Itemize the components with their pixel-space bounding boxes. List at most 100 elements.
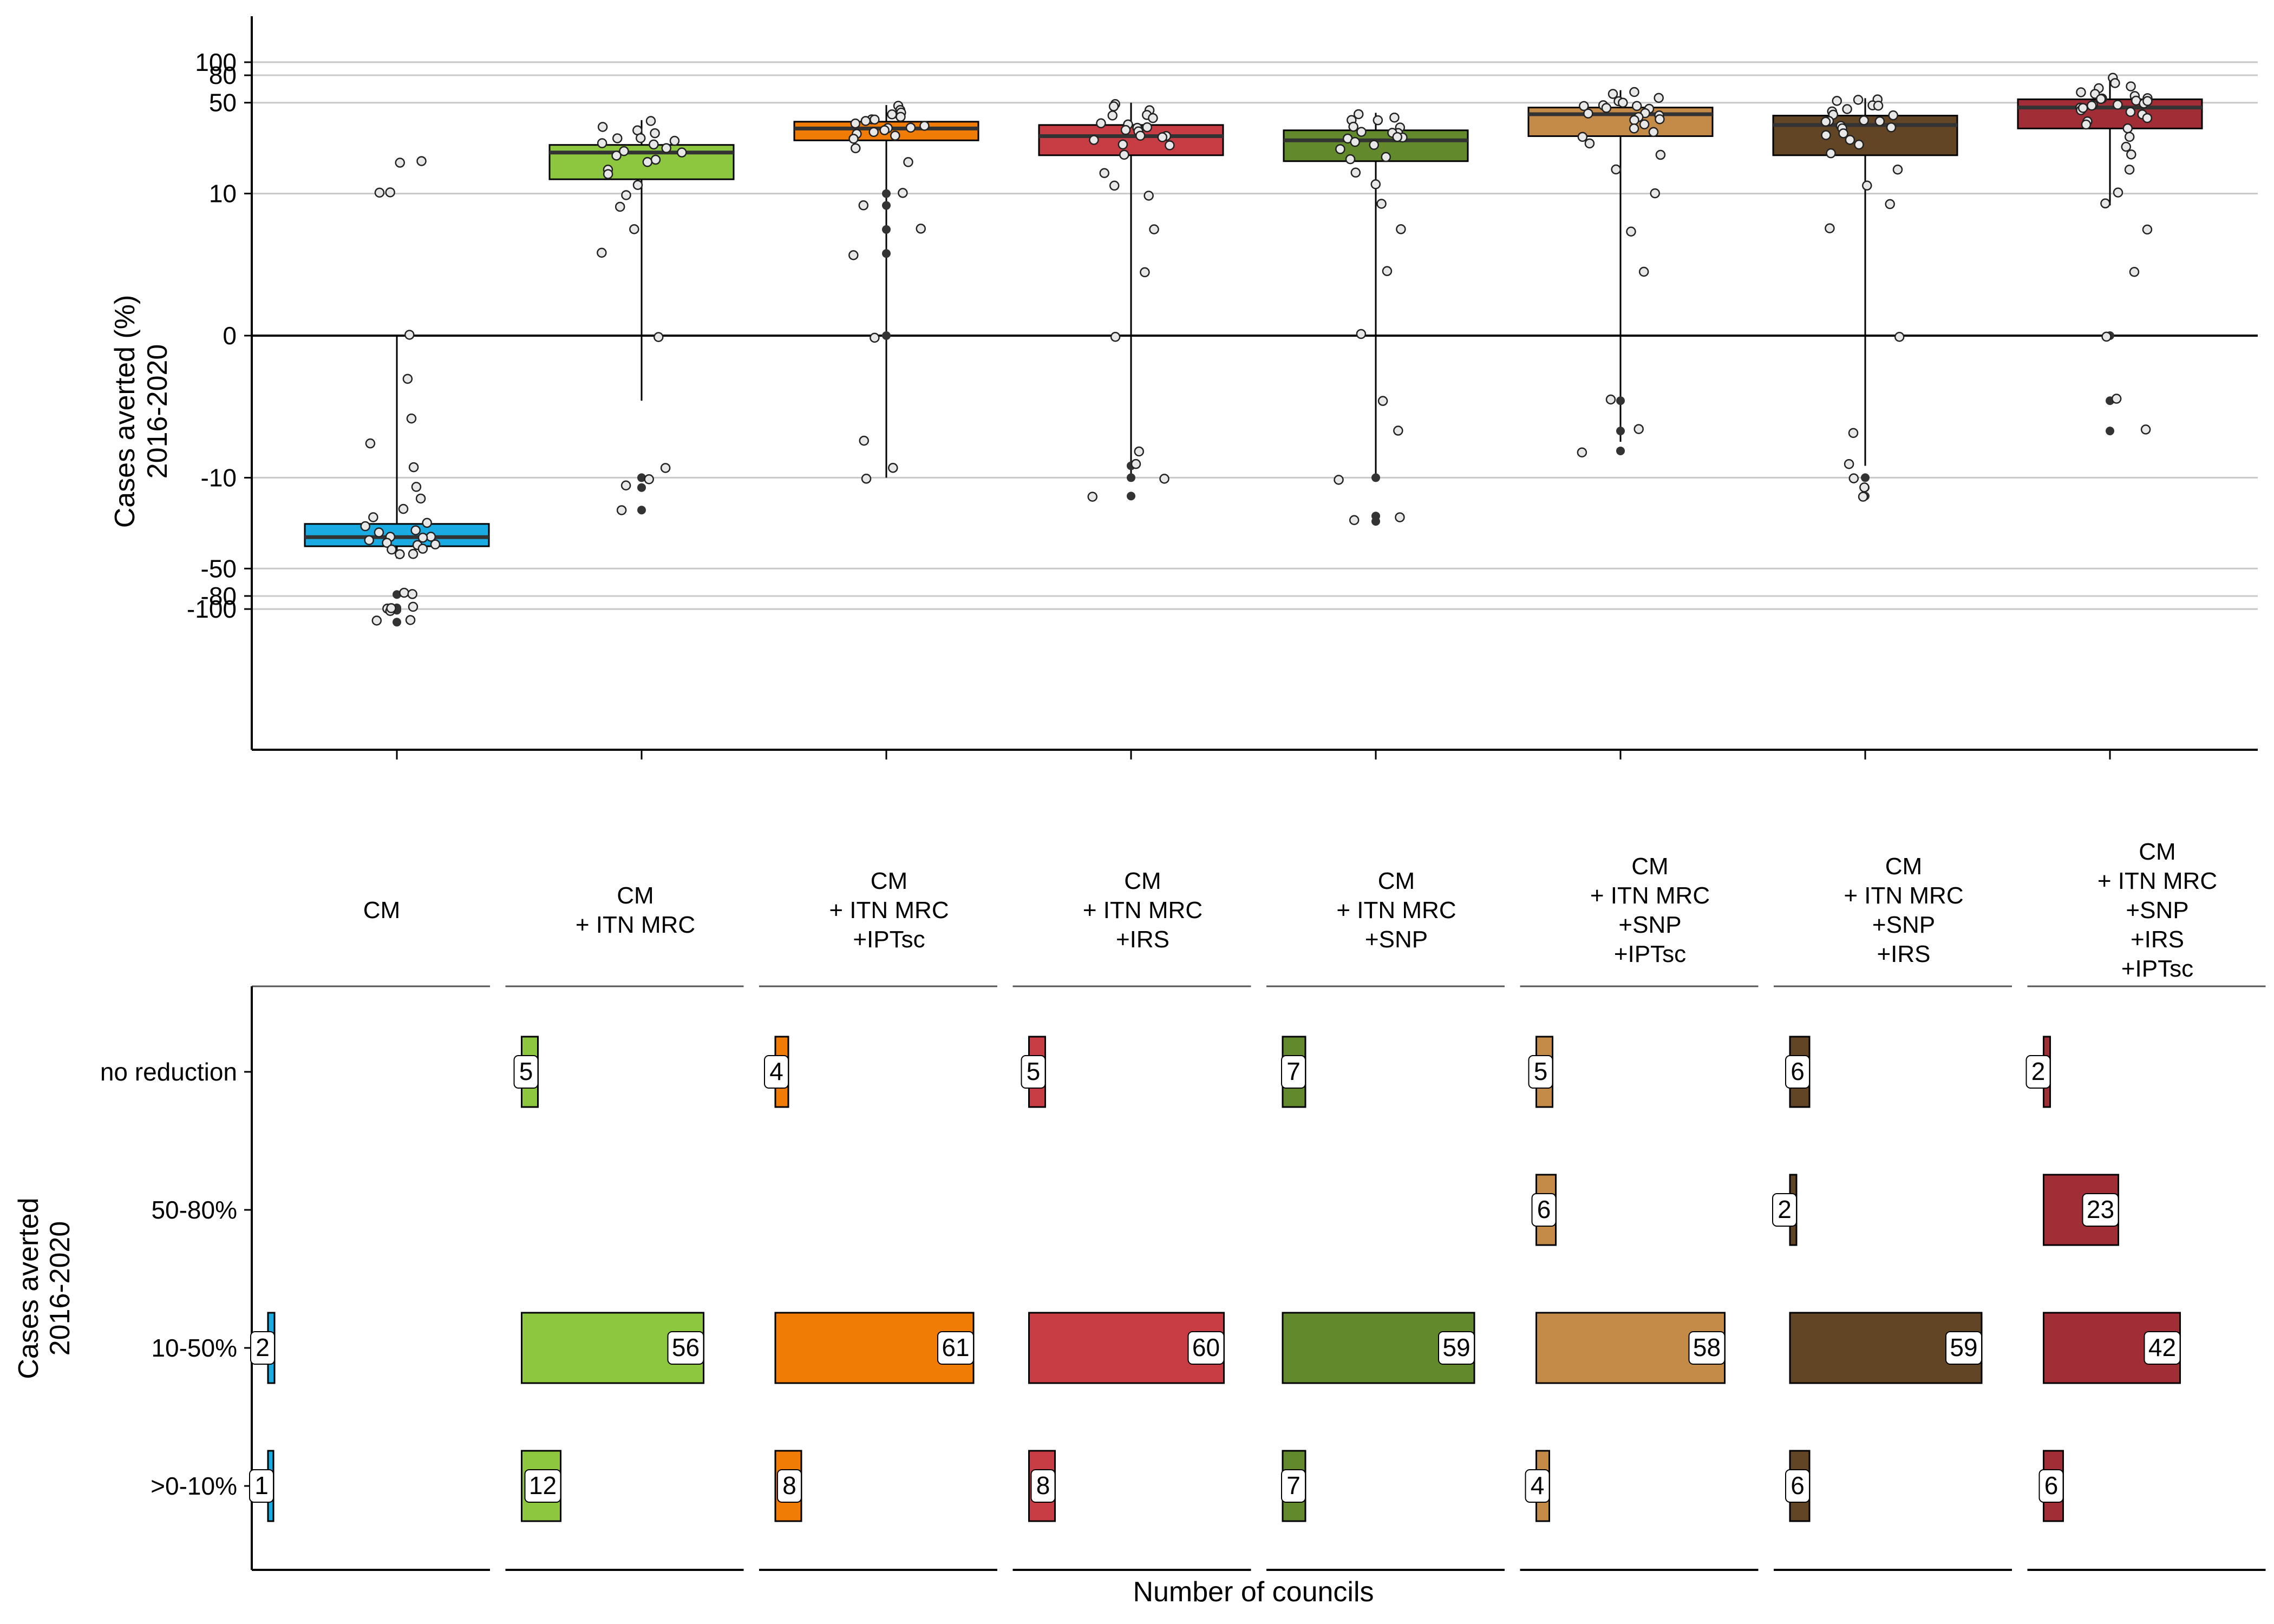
bar-value-label-box [1281, 1469, 1306, 1503]
data-point [371, 615, 382, 626]
data-point [1356, 127, 1367, 137]
bar-value-label: 6 [1785, 1469, 1810, 1503]
data-point [1148, 113, 1158, 123]
data-point [1820, 116, 1831, 127]
data-point [890, 130, 900, 141]
facet-label-line: +IRS [1877, 941, 1930, 967]
data-point [597, 138, 607, 148]
y-axis-label-line: Cases averted [13, 1197, 44, 1379]
data-point [2110, 78, 2120, 88]
data-point [410, 525, 421, 535]
data-point [620, 480, 631, 491]
bar-value-label-box [2025, 1055, 2051, 1089]
bar-value-text: 8 [782, 1471, 796, 1499]
facet-label-line: +SNP [2126, 897, 2188, 924]
bar-value-label-box [1030, 1469, 1056, 1503]
bar-value-text: 2 [256, 1333, 270, 1361]
bar-value-label: 7 [1281, 1469, 1306, 1503]
data-point [430, 539, 441, 549]
outlier-point [1371, 473, 1380, 482]
y-tick-label: 0 [223, 322, 237, 350]
bar-value-text: 6 [1791, 1471, 1805, 1499]
bar-value-label-box [1785, 1469, 1810, 1503]
bar-value-text: 7 [1286, 1471, 1301, 1499]
data-point [1087, 492, 1098, 502]
data-point [1873, 101, 1884, 111]
data-point [1874, 116, 1885, 127]
data-point [848, 250, 859, 260]
data-point [1389, 112, 1400, 123]
facet-label-line: CM [1631, 853, 1668, 880]
data-point [1350, 136, 1360, 147]
bar-value-label: 4 [1525, 1469, 1550, 1503]
bar-value-label: 1 [249, 1469, 274, 1503]
y-tick-label: 50-80% [151, 1196, 237, 1224]
data-point [1108, 101, 1119, 112]
data-point [1611, 164, 1621, 175]
data-point [1142, 122, 1153, 133]
data-point [408, 462, 419, 473]
bar-value-text: 42 [2148, 1333, 2176, 1361]
data-point [861, 474, 872, 484]
data-point [1626, 226, 1636, 237]
data-point [1821, 130, 1831, 140]
data-point [1335, 144, 1345, 154]
box-group [548, 116, 735, 759]
facet-label-line: + ITN MRC [1083, 897, 1203, 924]
data-point [395, 158, 405, 168]
y-axis-label-line: 2016-2020 [142, 344, 173, 479]
data-point [1859, 115, 1869, 126]
bar-value-label-box [2082, 1193, 2119, 1227]
data-point [417, 543, 428, 554]
data-point [422, 518, 432, 528]
bar-value-label-box [2038, 1469, 2064, 1503]
data-point [1832, 96, 1842, 106]
data-point [2126, 81, 2136, 91]
data-point [1119, 149, 1129, 160]
bar-value-label-box [2144, 1331, 2181, 1365]
data-point [896, 112, 906, 122]
bar-value-label: 56 [667, 1331, 704, 1365]
data-point [1862, 180, 1872, 191]
bar-value-label: 12 [524, 1469, 561, 1503]
data-point [1629, 87, 1639, 97]
y-tick-label: 10 [209, 180, 237, 208]
data-point [621, 190, 631, 200]
bar-value-text: 6 [1791, 1057, 1805, 1085]
data-point [1373, 115, 1383, 126]
data-point [650, 128, 660, 139]
data-point [898, 188, 908, 198]
outlier-point [882, 249, 891, 258]
bar-value-text: 5 [1534, 1057, 1548, 1085]
outlier-point [1616, 396, 1625, 405]
box-group [304, 156, 490, 759]
bar-value-text: 61 [942, 1333, 969, 1361]
outlier-point [393, 618, 401, 627]
data-point [603, 169, 613, 179]
data-point [2101, 331, 2112, 342]
data-point [2142, 113, 2153, 123]
data-point [2076, 87, 2086, 97]
bar-value-label-box [1438, 1331, 1475, 1365]
data-point [408, 549, 419, 559]
data-point [1134, 446, 1145, 457]
data-point [1382, 266, 1393, 277]
data-point [1655, 114, 1665, 125]
data-point [632, 180, 643, 190]
bar-value-label-box [249, 1469, 274, 1503]
box [2017, 98, 2203, 129]
bar-value-label: 2 [2025, 1055, 2051, 1089]
data-point [2121, 141, 2132, 152]
facet-label-line: +IRS [1116, 926, 1169, 953]
y-tick-label: >0-10% [151, 1472, 237, 1500]
data-point [1825, 223, 1835, 233]
data-point [1165, 140, 1175, 150]
bar-value-label: 6 [1785, 1055, 1810, 1089]
data-point [661, 143, 671, 153]
bar-x-axis-label: Number of councils [1133, 1576, 1374, 1608]
bar-value-text: 2 [1778, 1195, 1792, 1223]
data-point [1149, 224, 1159, 234]
bar-value-label: 2 [250, 1331, 275, 1365]
bar-value-label: 4 [764, 1055, 789, 1089]
data-point [2087, 100, 2097, 111]
